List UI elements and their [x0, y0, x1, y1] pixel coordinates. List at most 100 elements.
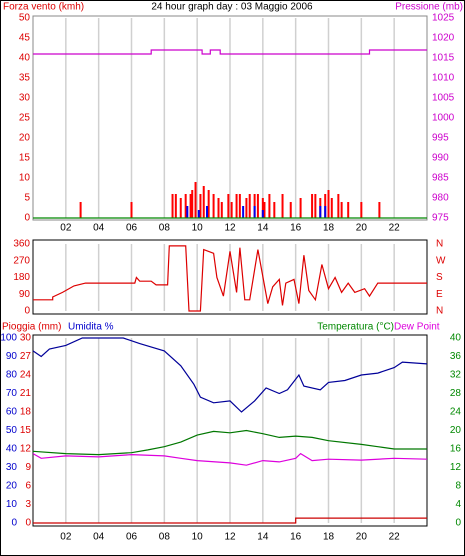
x-tick-label: 20	[356, 532, 368, 543]
y2-tick-label: 980	[432, 193, 449, 204]
y2-tick-label: W	[436, 255, 446, 266]
y3-tick-label: 3	[25, 499, 31, 510]
x-tick-label: 02	[60, 532, 72, 543]
bar	[227, 194, 230, 218]
x-tick-label: 02	[60, 223, 72, 234]
y2-tick-label: N	[436, 239, 443, 250]
y-tick-label: 70	[6, 388, 18, 399]
bar	[314, 194, 317, 218]
bar	[199, 194, 202, 218]
y2-tick-label: 985	[432, 173, 449, 184]
x-tick-label: 10	[192, 223, 204, 234]
bar	[212, 194, 215, 218]
y2-tick-label: 990	[432, 153, 449, 164]
y2-tick-label: 40	[450, 333, 462, 344]
y-tick-label: 10	[6, 499, 18, 510]
x-tick-label: 14	[257, 223, 269, 234]
y2-tick-label: 8	[455, 481, 461, 492]
y2-tick-label: 1005	[432, 93, 455, 104]
bar	[324, 206, 327, 218]
y3-axis-label: Pioggia (mm)	[2, 322, 61, 333]
bar	[248, 194, 251, 218]
bar	[299, 198, 302, 218]
bar	[189, 194, 192, 218]
y-tick-label: 40	[19, 53, 31, 64]
bar	[256, 194, 259, 218]
line	[33, 49, 427, 55]
y-axis-label: Umidita %	[68, 322, 114, 333]
x-tick-label: 22	[389, 223, 401, 234]
y-tick-label: 50	[19, 13, 31, 24]
y3-tick-label: 24	[20, 370, 32, 381]
dew-point-label: Dew Point	[394, 322, 440, 333]
y-tick-label: 270	[13, 255, 30, 266]
y-tick-label: 20	[19, 133, 31, 144]
panel-frame	[32, 334, 428, 527]
bar	[378, 202, 381, 218]
bar	[207, 190, 210, 218]
y-tick-label: 100	[0, 333, 17, 344]
y-tick-label: 15	[19, 153, 31, 164]
y2-tick-label: 1025	[432, 13, 455, 24]
bar	[194, 182, 197, 218]
y-tick-label: 20	[6, 481, 18, 492]
x-tick-label: 10	[192, 532, 204, 543]
x-tick-label: 16	[290, 223, 302, 234]
y-tick-label: 30	[6, 462, 18, 473]
bar	[179, 198, 182, 218]
x-tick-label: 06	[126, 223, 138, 234]
x-tick-label: 20	[356, 223, 368, 234]
y2-axis-label: Pressione (mb)	[395, 2, 463, 13]
bar	[171, 194, 174, 218]
y2-tick-label: 995	[432, 133, 449, 144]
bar	[337, 194, 340, 218]
y-tick-label: 10	[19, 173, 31, 184]
x-tick-label: 14	[257, 532, 269, 543]
y-tick-label: 45	[19, 33, 31, 44]
y2-tick-label: 1020	[432, 33, 455, 44]
bar	[253, 206, 256, 218]
y2-tick-label: 1000	[432, 113, 455, 124]
bar	[184, 194, 187, 218]
y-tick-label: 180	[13, 272, 30, 283]
bar	[202, 186, 205, 218]
y2-tick-label: N	[436, 306, 443, 317]
y2-tick-label: 4	[455, 499, 461, 510]
bar	[311, 194, 314, 218]
y2-tick-label: 975	[432, 213, 449, 224]
x-tick-label: 06	[126, 532, 138, 543]
bar	[261, 198, 264, 218]
x-tick-label: 16	[290, 532, 302, 543]
bar	[238, 194, 241, 218]
bar	[327, 190, 330, 218]
x-tick-label: 22	[389, 532, 401, 543]
y3-tick-label: 30	[20, 333, 32, 344]
y-tick-label: 50	[6, 425, 18, 436]
bar	[197, 210, 200, 218]
y-tick-label: 5	[24, 193, 30, 204]
bar	[289, 202, 292, 218]
bar	[245, 198, 248, 218]
line	[33, 245, 427, 312]
x-tick-label: 08	[159, 532, 171, 543]
bar	[347, 202, 350, 218]
y2-tick-label: 12	[450, 462, 462, 473]
x-tick-label: 04	[93, 532, 105, 543]
line	[32, 452, 428, 466]
y2-tick-label: 36	[450, 351, 462, 362]
x-tick-label: 12	[224, 532, 236, 543]
y2-tick-label: 1015	[432, 53, 455, 64]
y3-tick-label: 21	[20, 388, 32, 399]
x-tick-label: 18	[323, 532, 335, 543]
line	[32, 429, 427, 456]
line	[32, 337, 428, 413]
bar	[174, 194, 177, 218]
y2-axis-label: Temperatura (°C)	[317, 322, 394, 333]
bar	[230, 202, 233, 218]
x-tick-label: 12	[224, 223, 236, 234]
y-tick-label: 30	[19, 93, 31, 104]
panel-frame	[32, 239, 428, 315]
bar	[340, 202, 343, 218]
y2-tick-label: 16	[450, 444, 462, 455]
